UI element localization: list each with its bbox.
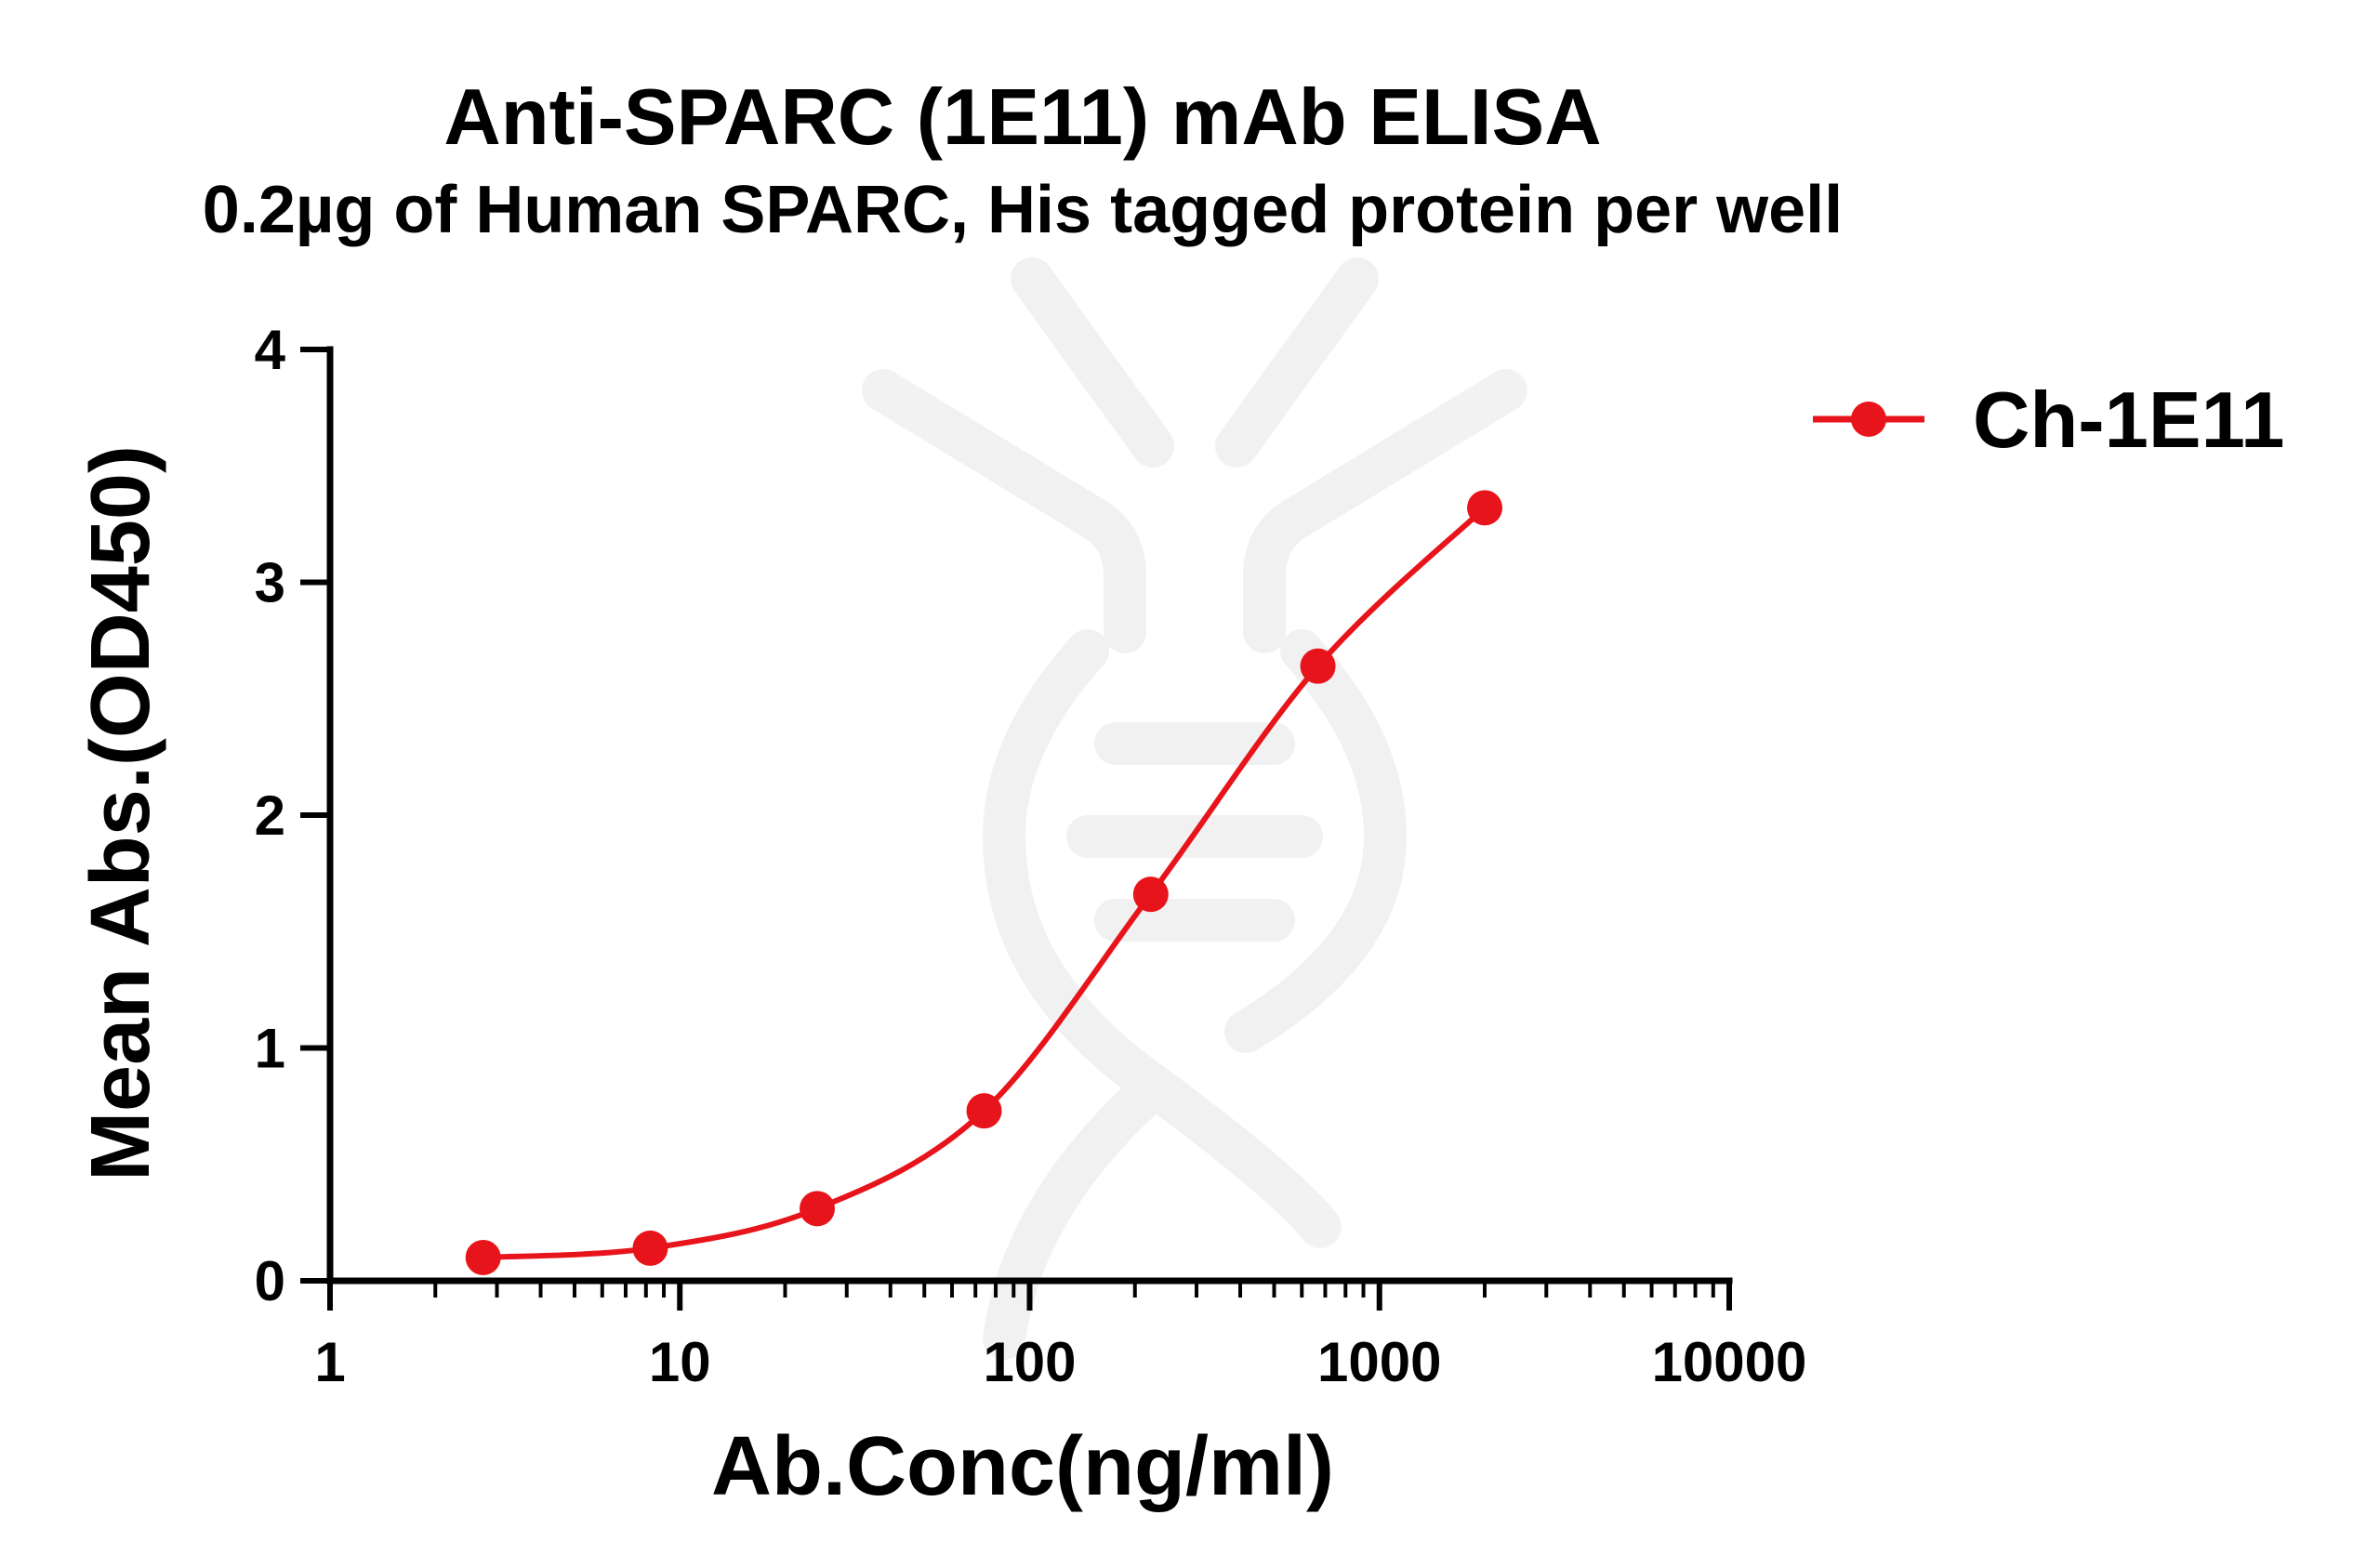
y-tick-label-0: 0	[255, 1250, 285, 1312]
fit-curve-layer	[483, 506, 1488, 1260]
x-tick-label-100: 100	[983, 1331, 1076, 1393]
legend-label-ch-1e11: Ch-1E11	[1973, 376, 2284, 465]
chart-subtitle: 0.2µg of Human SPARC, His tagged protein…	[203, 173, 1843, 247]
legend-marker-swatch	[1851, 402, 1886, 437]
data-point-2	[632, 1230, 668, 1266]
watermark-logo	[862, 257, 1527, 1360]
x-tick-label-10000: 10000	[1652, 1331, 1807, 1393]
y-tick-label-2: 2	[255, 784, 285, 847]
data-point-3	[800, 1191, 836, 1227]
y-tick-label-1: 1	[255, 1018, 285, 1080]
chart-title: Anti-SPARC (1E11) mAb ELISA	[443, 73, 1601, 162]
x-tick-label-1: 1	[314, 1331, 345, 1393]
data-point-4	[966, 1093, 1002, 1129]
data-point-6	[1300, 648, 1336, 684]
y-tick-label-4: 4	[255, 319, 286, 381]
data-point-1	[465, 1239, 501, 1275]
y-axis-title: Mean Abs.(OD450)	[74, 445, 167, 1181]
data-point-5	[1132, 876, 1169, 913]
data-points-layer	[465, 490, 1503, 1275]
y-tick-label-3: 3	[255, 552, 285, 614]
fit-curve-ch-1e11	[483, 506, 1488, 1260]
legend: Ch-1E11	[1813, 376, 2284, 465]
data-point-7	[1467, 490, 1503, 526]
x-tick-label-10: 10	[649, 1331, 711, 1393]
x-axis-title: Ab.Conc(ng/ml)	[711, 1420, 1334, 1513]
x-tick-label-1000: 1000	[1317, 1331, 1441, 1393]
